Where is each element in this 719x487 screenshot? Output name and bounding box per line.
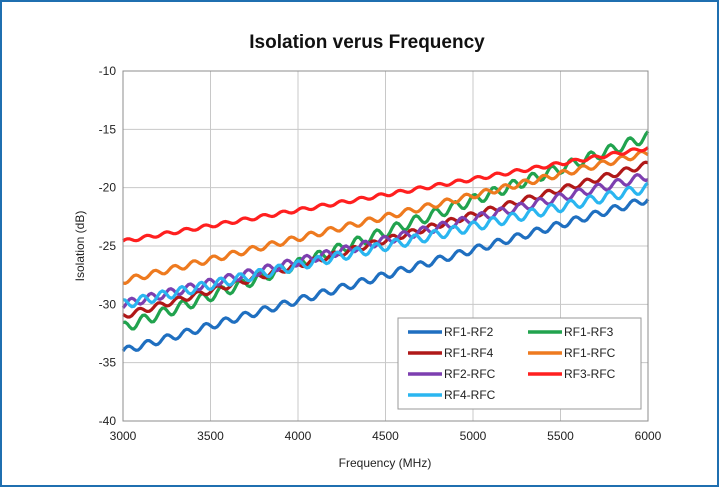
series-line-rf2-rfc <box>121 173 649 309</box>
y-tick-label: -20 <box>99 181 117 195</box>
x-tick-label: 3000 <box>110 429 137 443</box>
y-tick-label: -30 <box>99 297 117 311</box>
plot-area-border <box>122 70 649 422</box>
x-tick-label: 3500 <box>197 429 224 443</box>
y-axis-label: Isolation (dB) <box>73 211 87 282</box>
x-axis-label: Frequency (MHz) <box>339 456 432 470</box>
x-tick-label: 5000 <box>460 429 487 443</box>
x-tick-label: 4000 <box>285 429 312 443</box>
legend-label: RF1-RFC <box>564 346 616 360</box>
tick-labels: 3000 3500 4000 4500 5000 5500 6000 -40 -35 -30 -25… <box>99 64 662 443</box>
legend-label: RF1-RF2 <box>444 325 494 339</box>
chart-title: Isolation verus Frequency <box>249 32 485 53</box>
series-line-rf3-rfc <box>122 146 649 243</box>
legend-label: RF3-RFC <box>564 367 616 381</box>
series-line-rf4-rfc <box>122 181 650 309</box>
legend-label: RF1-RF3 <box>564 325 614 339</box>
series-layer <box>121 130 650 352</box>
y-tick-label: -15 <box>99 122 117 136</box>
series-line-rf1-rf4 <box>122 160 649 319</box>
x-tick-label: 5500 <box>547 429 574 443</box>
x-tick-label: 4500 <box>372 429 399 443</box>
y-tick-label: -40 <box>99 414 117 428</box>
x-tick-label: 6000 <box>635 429 662 443</box>
y-tick-label: -10 <box>99 64 117 78</box>
legend: RF1-RF2 RF1-RF3 RF1-RF4 RF1-RFC RF2-RFC RF3-R… <box>397 317 642 410</box>
legend-label: RF2-RFC <box>444 367 496 381</box>
y-tick-label: -25 <box>99 239 117 253</box>
y-tick-label: -35 <box>99 356 117 370</box>
series-line-rf1-rfc <box>122 149 649 285</box>
legend-label: RF1-RF4 <box>444 346 494 360</box>
series-line-rf1-rf2 <box>121 198 650 352</box>
legend-label: RF4-RFC <box>444 388 496 402</box>
